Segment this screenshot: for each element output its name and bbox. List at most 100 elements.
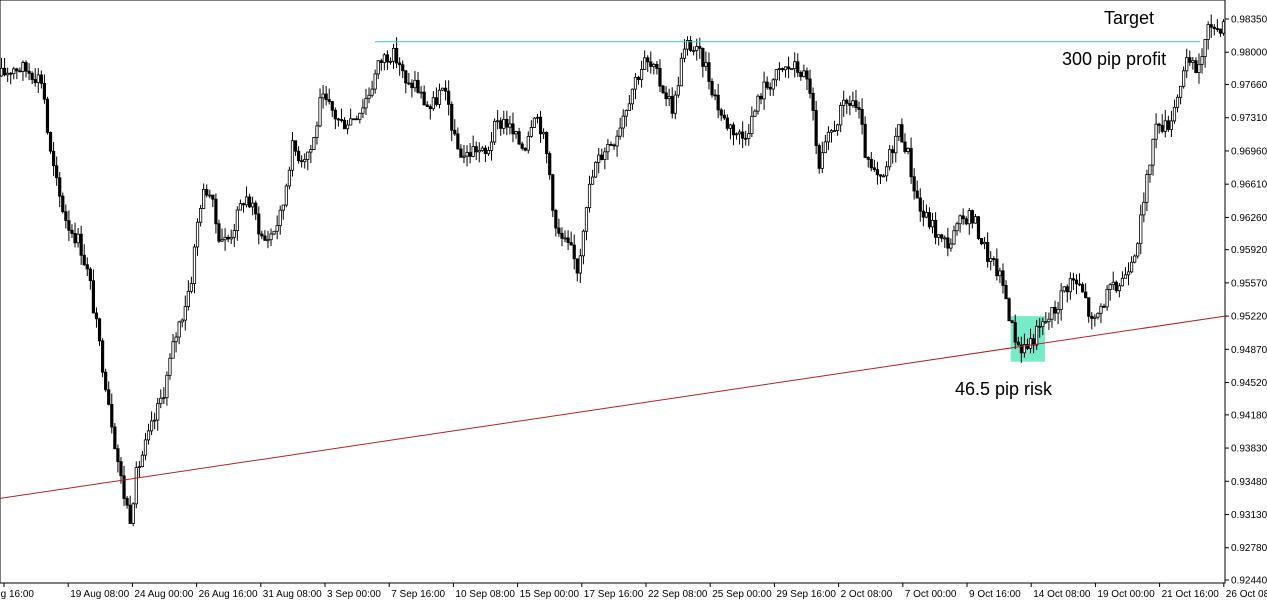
- plot-frame: [0, 0, 1226, 584]
- bull-candle: [1151, 138, 1155, 166]
- bull-candle: [361, 107, 365, 114]
- bull-candle: [0, 67, 4, 77]
- bear-candle: [863, 123, 867, 158]
- bear-candle: [1215, 28, 1219, 30]
- x-tick-label: 24 Aug 00:00: [134, 589, 193, 600]
- bull-candle: [272, 230, 276, 235]
- bear-candle: [1166, 120, 1170, 130]
- bull-candle: [232, 230, 236, 238]
- bear-candle: [100, 340, 105, 373]
- bear-candle: [42, 82, 47, 100]
- bull-candle: [802, 70, 806, 77]
- bear-candle: [786, 66, 791, 70]
- bull-candle: [388, 60, 393, 63]
- bull-candle: [275, 225, 279, 232]
- bull-candle: [774, 69, 778, 81]
- bull-candle: [177, 321, 181, 338]
- bull-candle: [851, 100, 855, 106]
- bull-candle: [762, 81, 766, 100]
- bull-candle: [1096, 312, 1100, 318]
- bear-candle: [1025, 344, 1030, 349]
- bull-candle: [321, 93, 325, 99]
- bear-candle: [94, 312, 99, 320]
- bear-candle: [912, 176, 916, 192]
- bear-candle: [854, 100, 858, 109]
- x-tick-label: 25 Sep 00:00: [712, 589, 772, 600]
- profit-label: 300 pip profit: [1062, 49, 1166, 69]
- bear-candle: [483, 147, 488, 155]
- bear-candle: [560, 232, 564, 239]
- bear-candle: [869, 158, 873, 169]
- bear-candle: [520, 143, 524, 149]
- bull-candle: [1148, 164, 1152, 175]
- bull-candle: [750, 115, 754, 134]
- bear-candle: [379, 60, 383, 63]
- bull-candle: [973, 216, 978, 224]
- bear-candle: [205, 189, 209, 196]
- bull-candle: [526, 136, 530, 151]
- x-tick-label: 26 Oct 08:00: [1226, 589, 1267, 600]
- y-tick-label: 0.95220: [1231, 312, 1267, 323]
- bear-candle: [992, 258, 996, 260]
- bull-candle: [839, 105, 843, 126]
- bear-candle: [1038, 325, 1042, 328]
- bear-candle: [523, 147, 527, 151]
- bull-candle: [529, 127, 533, 137]
- bear-candle: [511, 123, 515, 135]
- bull-candle: [1139, 214, 1143, 245]
- bull-candle: [480, 147, 484, 151]
- x-tick-label: 26 Aug 16:00: [199, 589, 258, 600]
- bull-candle: [532, 117, 537, 128]
- bear-candle: [61, 195, 65, 213]
- bull-candle: [695, 46, 699, 51]
- bear-candle: [30, 72, 34, 80]
- y-axis: 0.98350 0.98000 0.97660 0.97310 0.96960 0.966…: [1225, 15, 1267, 587]
- bull-candle: [952, 230, 956, 245]
- bear-candle: [1065, 286, 1069, 293]
- bull-candle: [753, 110, 757, 117]
- bear-candle: [352, 118, 356, 121]
- bull-candle: [594, 162, 598, 178]
- bear-candle: [300, 160, 304, 163]
- bull-candle: [541, 131, 546, 135]
- bull-candle: [514, 131, 518, 135]
- bear-candle: [443, 87, 448, 92]
- bear-candle: [799, 72, 803, 77]
- bear-candle: [333, 109, 337, 120]
- bull-candle: [1169, 120, 1174, 130]
- bear-candle: [1007, 298, 1011, 322]
- bear-candle: [878, 174, 883, 177]
- bull-candle: [783, 66, 788, 71]
- bull-candle: [679, 57, 684, 87]
- bear-candle: [860, 109, 864, 125]
- bear-candle: [765, 81, 769, 88]
- bear-candle: [915, 190, 919, 199]
- bull-candle: [1185, 57, 1189, 72]
- bull-candle: [615, 135, 619, 147]
- bull-candle: [1044, 321, 1048, 324]
- x-tick-label: 29 Sep 16:00: [776, 589, 836, 600]
- bear-candle: [722, 114, 726, 119]
- bear-candle: [336, 118, 341, 121]
- bear-candle: [557, 227, 561, 234]
- bear-candle: [110, 403, 114, 428]
- bear-candle: [909, 147, 913, 178]
- bear-candle: [961, 215, 965, 220]
- bull-candle: [823, 141, 827, 154]
- x-tick-label: 21 Oct 16:00: [1162, 589, 1220, 600]
- bear-candle: [964, 218, 968, 225]
- bull-candle: [229, 236, 233, 240]
- bull-candle: [159, 397, 163, 405]
- bull-candle: [633, 76, 638, 90]
- bear-candle: [554, 209, 558, 229]
- bull-candle: [1221, 21, 1226, 34]
- bull-candle: [747, 133, 751, 139]
- bear-candle: [45, 98, 50, 133]
- bull-candle: [1105, 289, 1109, 308]
- bull-candle: [1035, 325, 1039, 346]
- bull-candle: [535, 116, 540, 119]
- bear-candle: [499, 120, 503, 129]
- bull-candle: [162, 397, 166, 400]
- bear-candle: [51, 150, 56, 167]
- x-tick-label: 31 Aug 08:00: [263, 589, 322, 600]
